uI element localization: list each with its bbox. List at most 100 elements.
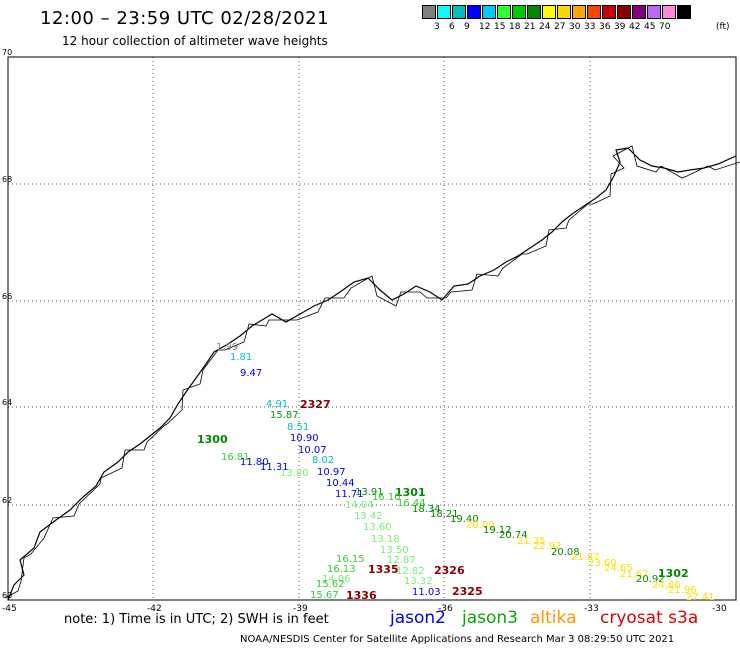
wave-height-label: 13.80 <box>280 468 309 479</box>
color-swatch <box>467 5 481 19</box>
wave-height-label: 21.96 <box>668 585 697 596</box>
wave-height-label: 20.74 <box>499 530 528 541</box>
color-scale-legend <box>422 5 692 19</box>
color-swatch <box>452 5 466 19</box>
wave-height-label: 1336 <box>346 589 377 602</box>
wave-height-label: 16.15 <box>336 554 365 565</box>
wave-height-label: 19.40 <box>450 514 479 525</box>
legend-sat-altika: altika <box>530 608 577 628</box>
wave-height-label: 13.91 <box>355 487 384 498</box>
color-swatch <box>542 5 556 19</box>
color-tick-label: 30 <box>569 22 581 32</box>
color-swatch <box>557 5 571 19</box>
wave-height-label: 27.41 <box>686 592 715 603</box>
wave-height-label: 2325 <box>452 585 483 598</box>
lon-label: -33 <box>584 604 599 614</box>
color-tick-label: 15 <box>494 22 506 32</box>
legend-note: note: 1) Time is in UTC; 2) SWH is in fe… <box>64 612 329 627</box>
wave-height-label: 1300 <box>197 433 228 446</box>
color-tick-label: 9 <box>464 22 470 32</box>
wave-height-label: 15.87 <box>270 410 299 421</box>
color-tick-label: 45 <box>644 22 656 32</box>
color-swatch <box>602 5 616 19</box>
wave-height-label: 12.87 <box>387 555 416 566</box>
lat-label: 62 <box>2 496 12 505</box>
color-tick-label: 36 <box>599 22 611 32</box>
color-swatch <box>662 5 676 19</box>
wave-height-label: 13.60 <box>363 522 392 533</box>
wave-height-label: 1302 <box>658 567 689 580</box>
wave-height-label: 8.51 <box>287 422 309 433</box>
wave-height-label: 18.21 <box>430 509 459 520</box>
wave-height-label: 15.67 <box>310 590 339 601</box>
lat-label: 70 <box>2 48 12 57</box>
wave-height-label: 10.44 <box>326 478 355 489</box>
wave-height-label: 11.80 <box>240 457 269 468</box>
color-swatch <box>617 5 631 19</box>
color-swatch <box>437 5 451 19</box>
color-tick-label: 33 <box>584 22 596 32</box>
color-swatch <box>497 5 511 19</box>
color-swatch <box>482 5 496 19</box>
color-scale-unit: (ft) <box>716 22 730 32</box>
wave-height-label: 21.35 <box>517 536 546 547</box>
wave-height-label: 22.92 <box>533 541 562 552</box>
lat-label: 68 <box>2 175 12 184</box>
wave-height-label: 16.44 <box>397 498 426 509</box>
wave-height-label: 11.71 <box>335 489 364 500</box>
greenland-coastline <box>7 147 737 601</box>
color-swatch <box>422 5 436 19</box>
map-subtitle: 12 hour collection of altimeter wave hei… <box>62 34 328 48</box>
color-swatch <box>647 5 661 19</box>
legend-bar: note: 1) Time is in UTC; 2) SWH is in fe… <box>0 606 740 630</box>
wave-height-label: 11.03 <box>412 587 441 598</box>
wave-height-label: 1.99 <box>216 342 238 353</box>
color-swatch <box>527 5 541 19</box>
wave-height-label: 13.50 <box>380 545 409 556</box>
color-tick-label: 3 <box>434 22 440 32</box>
lon-label: -45 <box>2 604 17 614</box>
map-title: 12:00 – 23:59 UTC 02/28/2021 <box>40 8 330 29</box>
map-frame <box>7 56 737 601</box>
color-swatch <box>572 5 586 19</box>
wave-height-label: 1.81 <box>230 352 252 363</box>
wave-height-label: 14.04 <box>345 500 374 511</box>
lon-label: -30 <box>712 604 727 614</box>
color-tick-label: 39 <box>614 22 626 32</box>
wave-height-label: 19.12 <box>483 525 512 536</box>
wave-height-label: 13.18 <box>371 534 400 545</box>
color-tick-label: 12 <box>479 22 491 32</box>
wave-height-label: 16.10 <box>372 492 401 503</box>
wave-height-label: 15.62 <box>316 579 345 590</box>
lat-label: 64 <box>2 398 12 407</box>
wave-height-label: 11.31 <box>260 462 289 473</box>
wave-height-label: 16.13 <box>327 564 356 575</box>
wave-height-label: 21.67 <box>620 569 649 580</box>
color-tick-label: 6 <box>449 22 455 32</box>
wave-height-label: 20.08 <box>551 547 580 558</box>
wave-height-label: 21.87 <box>571 552 600 563</box>
color-swatch <box>677 5 691 19</box>
color-swatch <box>512 5 526 19</box>
lat-label: 66 <box>2 292 12 301</box>
wave-height-label: 2326 <box>434 564 465 577</box>
color-tick-label: 24 <box>539 22 551 32</box>
wave-height-label: 20.92 <box>636 574 665 585</box>
legend-sat-jason2: jason2 <box>390 608 446 628</box>
wave-height-label: 10.07 <box>298 445 327 456</box>
wave-height-label: 10.90 <box>290 433 319 444</box>
wave-height-label: 24.65 <box>604 563 633 574</box>
wave-height-label: 12.82 <box>396 566 425 577</box>
wave-height-label: 24.86 <box>652 580 681 591</box>
color-swatch <box>587 5 601 19</box>
color-tick-label: 18 <box>509 22 521 32</box>
color-tick-label: 21 <box>524 22 536 32</box>
wave-height-label: 4.91 <box>266 399 288 410</box>
lon-label: -42 <box>147 604 162 614</box>
wave-height-label: 1335 <box>368 563 399 576</box>
coastline-detail <box>4 145 740 599</box>
color-tick-label: 27 <box>554 22 566 32</box>
wave-height-label: 20.00 <box>466 520 495 531</box>
wave-height-label: 13.32 <box>404 576 433 587</box>
